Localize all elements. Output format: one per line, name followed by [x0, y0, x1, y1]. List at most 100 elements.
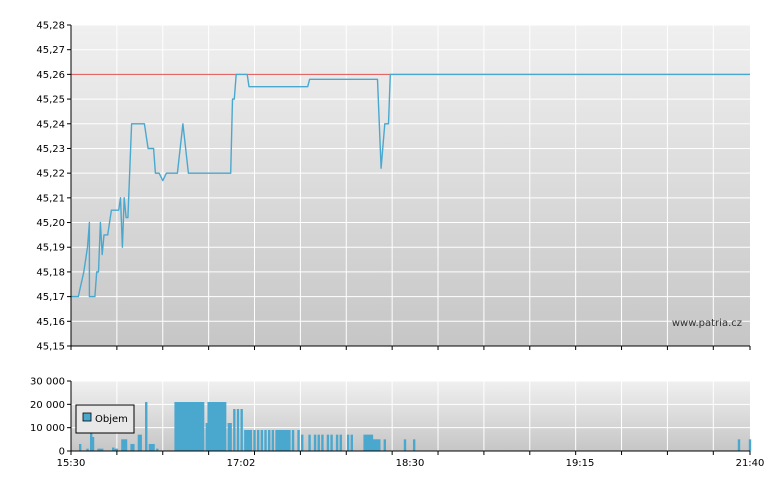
y-tick-label: 45,24 — [36, 119, 65, 130]
volume-bar — [207, 402, 210, 451]
y-tick-label: 45,25 — [36, 95, 65, 106]
y-tick-label: 45,26 — [36, 70, 65, 81]
volume-bar — [326, 434, 330, 451]
volume-bar — [137, 434, 141, 451]
volume-bar — [132, 444, 135, 451]
volume-bar — [194, 402, 197, 451]
y-tick-label: 45,23 — [36, 144, 65, 155]
y-tick-label: 45,15 — [36, 342, 65, 353]
volume-bar — [179, 402, 183, 451]
legend: Objem — [75, 404, 135, 434]
volume-bar — [115, 448, 119, 451]
volume-bar — [176, 402, 179, 451]
x-tick-label: 15:30 — [57, 458, 86, 469]
volume-bar — [264, 430, 267, 451]
volume-bar — [245, 430, 249, 451]
volume-bar — [748, 439, 752, 451]
volume-bar — [277, 430, 280, 451]
volume-bar — [209, 402, 212, 451]
volume-bar — [112, 447, 115, 451]
volume-bar — [363, 434, 366, 451]
legend-swatch — [82, 412, 92, 422]
y-tick-label: 45,17 — [36, 292, 65, 303]
volume-bar — [368, 434, 372, 451]
volume-bar — [145, 402, 148, 451]
y-tick-label: 45,28 — [36, 21, 65, 32]
volume-bar — [189, 402, 192, 451]
volume-bar — [229, 423, 232, 451]
volume-bar — [205, 423, 208, 451]
volume-bar — [121, 439, 124, 451]
volume-y-tick-label: 30 000 — [30, 377, 65, 388]
volume-bar — [412, 439, 416, 451]
volume-bar — [271, 430, 275, 451]
volume-bar — [301, 434, 304, 451]
volume-bar — [218, 402, 221, 451]
volume-bar — [284, 430, 287, 451]
volume-bar — [227, 423, 231, 451]
volume-bar — [279, 430, 282, 451]
volume-bar — [247, 430, 251, 451]
volume-y-tick-label: 10 000 — [30, 423, 65, 434]
volume-bar — [275, 430, 278, 451]
volume-bar — [212, 402, 216, 451]
volume-bar — [211, 402, 214, 451]
y-tick-label: 45,22 — [36, 169, 65, 180]
volume-bar — [174, 402, 177, 451]
volume-bar — [216, 402, 220, 451]
volume-bar — [367, 434, 370, 451]
volume-bar — [150, 444, 153, 451]
volume-y-tick-label: 20 000 — [30, 400, 65, 411]
x-tick-label: 17:02 — [227, 458, 256, 469]
volume-bar — [148, 444, 152, 451]
volume-bar — [317, 434, 320, 451]
volume-bar — [220, 402, 223, 451]
volume-bar — [236, 409, 240, 451]
volume-bar — [346, 434, 350, 451]
volume-bar — [97, 448, 100, 451]
volume-bar — [196, 402, 199, 451]
volume-bar — [181, 402, 185, 451]
volume-bar — [91, 437, 95, 451]
volume-plot-area — [71, 381, 750, 451]
price-plot-area — [71, 25, 750, 346]
volume-bar — [350, 434, 353, 451]
volume-bar — [152, 444, 155, 451]
volume-bar — [403, 439, 407, 451]
volume-bar — [187, 402, 190, 451]
volume-bar — [78, 444, 82, 451]
x-tick-label: 21:40 — [736, 458, 765, 469]
volume-bar — [286, 430, 289, 451]
volume-bar — [308, 434, 311, 451]
y-tick-label: 45,21 — [36, 193, 65, 204]
volume-y-tick-label: 0 — [59, 447, 65, 458]
watermark: www.patria.cz — [672, 318, 742, 329]
y-tick-label: 45,19 — [36, 243, 65, 254]
volume-bar — [233, 409, 236, 451]
volume-bar — [130, 444, 133, 451]
volume-bar — [321, 434, 324, 451]
volume-bar — [178, 402, 181, 451]
volume-bar — [185, 402, 188, 451]
volume-bar — [190, 402, 194, 451]
volume-bar — [297, 430, 300, 451]
volume-bar — [249, 430, 253, 451]
legend-label: Objem — [95, 414, 128, 425]
volume-bar — [192, 402, 196, 451]
volume-bar — [200, 402, 203, 451]
volume-bar — [139, 434, 142, 451]
volume-bar — [372, 439, 375, 451]
volume-bar — [370, 434, 374, 451]
volume-bar — [201, 402, 205, 451]
volume-bar — [124, 439, 128, 451]
price-line — [71, 73, 750, 298]
volume-bar — [383, 439, 387, 451]
volume-bar — [376, 439, 379, 451]
volume-bar — [123, 439, 126, 451]
volume-bar — [280, 430, 284, 451]
volume-bar — [282, 430, 286, 451]
volume-bar — [198, 402, 201, 451]
volume-bar — [260, 430, 264, 451]
volume-bar — [156, 448, 159, 451]
volume-bar — [222, 402, 225, 451]
